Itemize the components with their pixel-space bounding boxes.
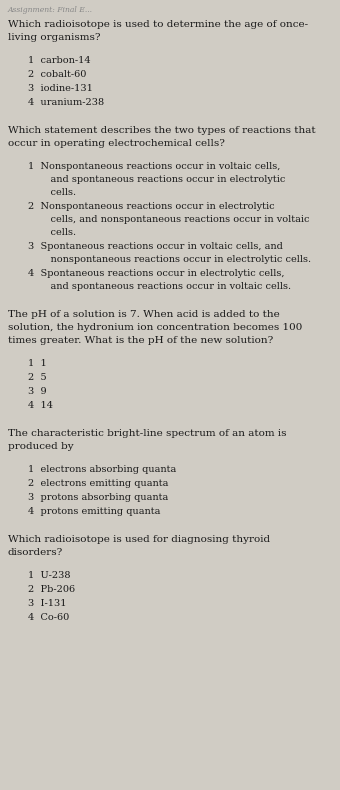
Text: 2  cobalt-60: 2 cobalt-60: [28, 70, 86, 79]
Text: 3  iodine-131: 3 iodine-131: [28, 84, 93, 93]
Text: 4  Spontaneous reactions occur in electrolytic cells,: 4 Spontaneous reactions occur in electro…: [28, 269, 285, 278]
Text: 3  9: 3 9: [28, 387, 47, 396]
Text: 1  electrons absorbing quanta: 1 electrons absorbing quanta: [28, 465, 176, 474]
Text: 1  U-238: 1 U-238: [28, 571, 70, 580]
Text: disorders?: disorders?: [8, 548, 63, 557]
Text: 1  carbon-14: 1 carbon-14: [28, 56, 91, 65]
Text: Which radioisotope is used for diagnosing thyroid: Which radioisotope is used for diagnosin…: [8, 535, 270, 544]
Text: 4  protons emitting quanta: 4 protons emitting quanta: [28, 507, 160, 516]
Text: 3  Spontaneous reactions occur in voltaic cells, and: 3 Spontaneous reactions occur in voltaic…: [28, 242, 283, 251]
Text: and spontaneous reactions occur in electrolytic: and spontaneous reactions occur in elect…: [38, 175, 285, 184]
Text: cells.: cells.: [38, 228, 76, 237]
Text: 2  electrons emitting quanta: 2 electrons emitting quanta: [28, 479, 168, 488]
Text: 2  Nonspontaneous reactions occur in electrolytic: 2 Nonspontaneous reactions occur in elec…: [28, 202, 275, 211]
Text: The pH of a solution is 7. When acid is added to the: The pH of a solution is 7. When acid is …: [8, 310, 280, 319]
Text: 1  Nonspontaneous reactions occur in voltaic cells,: 1 Nonspontaneous reactions occur in volt…: [28, 162, 280, 171]
Text: 4  Co-60: 4 Co-60: [28, 613, 69, 622]
Text: solution, the hydronium ion concentration becomes 100: solution, the hydronium ion concentratio…: [8, 323, 302, 332]
Text: produced by: produced by: [8, 442, 74, 451]
Text: cells.: cells.: [38, 188, 76, 197]
Text: 1  1: 1 1: [28, 359, 47, 368]
Text: and spontaneous reactions occur in voltaic cells.: and spontaneous reactions occur in volta…: [38, 282, 291, 291]
Text: Assignment: Final E...: Assignment: Final E...: [8, 6, 93, 14]
Text: 3  I-131: 3 I-131: [28, 599, 67, 608]
Text: The characteristic bright-line spectrum of an atom is: The characteristic bright-line spectrum …: [8, 429, 287, 438]
Text: Which statement describes the two types of reactions that: Which statement describes the two types …: [8, 126, 316, 135]
Text: nonspontaneous reactions occur in electrolytic cells.: nonspontaneous reactions occur in electr…: [38, 255, 311, 264]
Text: times greater. What is the pH of the new solution?: times greater. What is the pH of the new…: [8, 336, 273, 345]
Text: cells, and nonspontaneous reactions occur in voltaic: cells, and nonspontaneous reactions occu…: [38, 215, 309, 224]
Text: 4  uranium-238: 4 uranium-238: [28, 98, 104, 107]
Text: living organisms?: living organisms?: [8, 33, 101, 42]
Text: 2  Pb-206: 2 Pb-206: [28, 585, 75, 594]
Text: Which radioisotope is used to determine the age of once-: Which radioisotope is used to determine …: [8, 20, 308, 29]
Text: occur in operating electrochemical cells?: occur in operating electrochemical cells…: [8, 139, 225, 148]
Text: 4  14: 4 14: [28, 401, 53, 410]
Text: 3  protons absorbing quanta: 3 protons absorbing quanta: [28, 493, 168, 502]
Text: 2  5: 2 5: [28, 373, 47, 382]
